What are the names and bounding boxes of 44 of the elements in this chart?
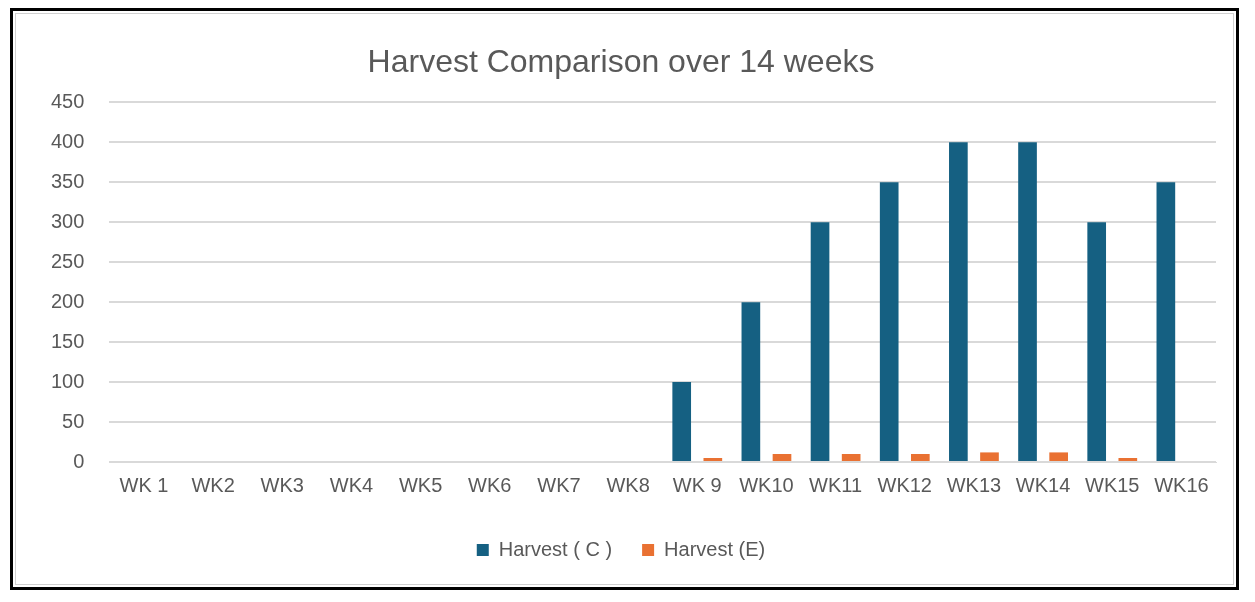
y-tick-label: 150 — [50, 329, 85, 352]
bar — [949, 142, 968, 461]
bar — [1118, 458, 1138, 461]
x-tick-label: WK15 — [1085, 473, 1140, 496]
bar — [703, 458, 723, 461]
bar — [910, 454, 930, 461]
x-tick-label: WK16 — [1154, 473, 1209, 496]
y-tick-label: 450 — [50, 89, 85, 112]
x-tick-label: WK11 — [809, 473, 863, 496]
legend-label: Harvest (E) — [664, 537, 766, 560]
x-tick-label: WK14 — [1015, 473, 1071, 496]
x-tick-label: WK4 — [329, 473, 374, 496]
x-tick-label: WK7 — [537, 473, 581, 496]
y-tick-label: 200 — [50, 289, 85, 312]
bar — [980, 452, 999, 461]
x-tick-label: WK6 — [468, 473, 512, 496]
x-tick-label: WK8 — [606, 473, 650, 496]
x-tick-label: WK10 — [739, 473, 794, 496]
bar — [1156, 182, 1176, 461]
x-tick-label: WK13 — [946, 473, 1002, 496]
bar — [1018, 142, 1037, 461]
x-tick-label: WK12 — [877, 473, 932, 496]
y-tick-label: 50 — [62, 409, 85, 432]
bar — [810, 222, 830, 461]
y-tick-label: 400 — [50, 129, 85, 152]
bar — [879, 182, 899, 461]
bar — [741, 302, 761, 461]
x-tick-label: WK2 — [191, 473, 235, 496]
x-tick-label: WK 9 — [672, 473, 722, 496]
legend-label: Harvest ( C ) — [498, 537, 613, 560]
bar — [1087, 222, 1107, 461]
y-tick-label: 0 — [73, 449, 85, 472]
y-tick-label: 100 — [50, 369, 85, 392]
x-tick-label: WK5 — [398, 473, 443, 496]
bar — [841, 454, 861, 461]
y-tick-label: 350 — [50, 169, 85, 192]
x-tick-label: WK3 — [260, 473, 304, 496]
y-tick-label: 300 — [50, 209, 85, 232]
bar — [772, 454, 792, 461]
chart-title: Harvest Comparison over 14 weeks — [367, 43, 875, 80]
bar — [672, 382, 692, 461]
x-tick-label: WK 1 — [119, 473, 169, 496]
y-tick-label: 250 — [50, 249, 85, 272]
bar — [1049, 452, 1068, 461]
